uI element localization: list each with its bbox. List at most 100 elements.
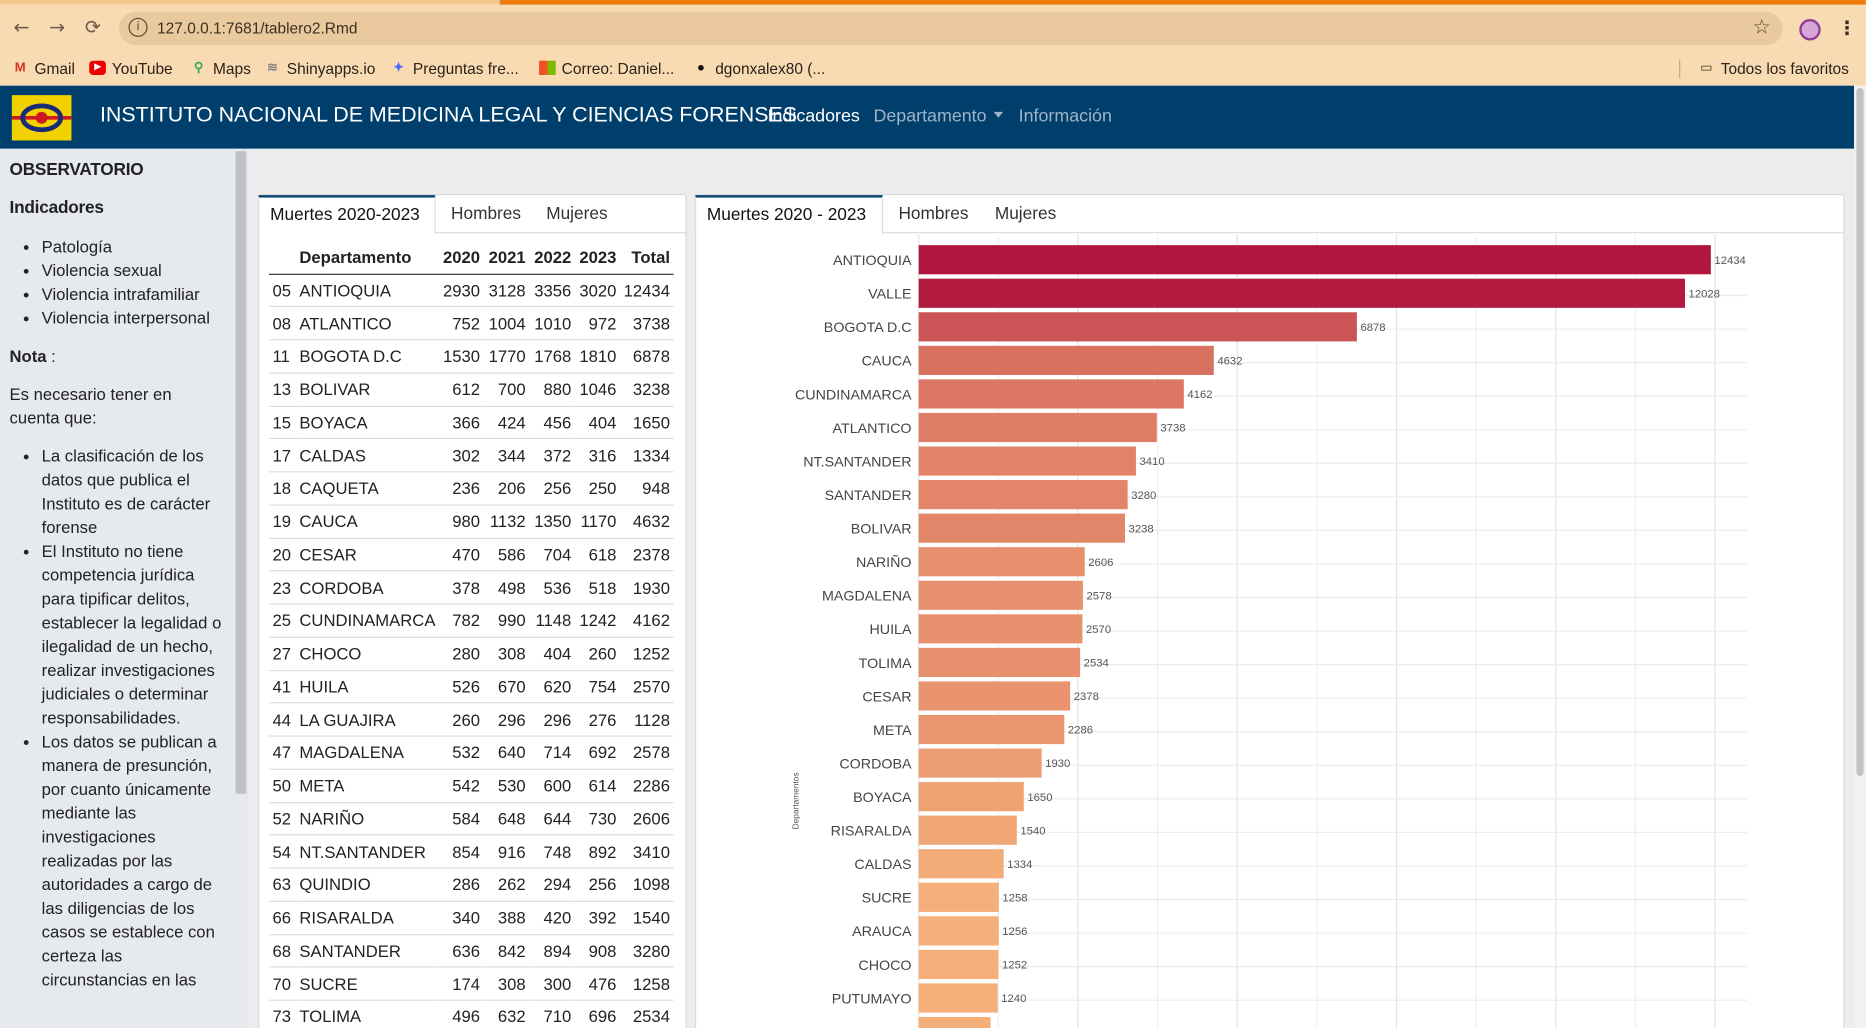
chart-data-label: 2578 <box>1086 590 1111 602</box>
cell-2020: 260 <box>439 702 484 737</box>
youtube-icon: ▶ <box>89 60 106 75</box>
chart-data-label: 1930 <box>1045 758 1070 770</box>
cell-2021: 700 <box>483 372 530 407</box>
chart-data-label: 2378 <box>1074 691 1099 703</box>
cell-departamento: SUCRE <box>295 967 440 1001</box>
col-header-2021: 2021 <box>483 240 530 275</box>
cell-2021: 640 <box>483 736 530 770</box>
tab-muertes-2020-2023[interactable]: Muertes 2020-2023 <box>258 195 436 235</box>
chart-category-label: HUILA <box>870 622 913 638</box>
note-list: La clasificación de los datos que public… <box>10 444 227 991</box>
cell-code: 27 <box>268 636 296 671</box>
tab-hombres-chart[interactable]: Hombres <box>898 204 969 224</box>
tab-hombres[interactable]: Hombres <box>451 204 522 224</box>
chart-bar <box>918 681 1071 711</box>
cell-departamento: SANTANDER <box>295 934 440 968</box>
table-row: 15 BOYACA 366 424 456 404 1650 <box>268 405 674 440</box>
chart-bar <box>918 983 998 1013</box>
page-scrollbar[interactable] <box>1854 85 1866 1028</box>
cell-2023: 730 <box>574 802 620 836</box>
cell-departamento: CESAR <box>295 537 440 572</box>
col-header-code <box>268 240 296 275</box>
tab-mujeres[interactable]: Mujeres <box>546 204 608 224</box>
cell-2023: 518 <box>574 570 620 605</box>
table-row: 41 HUILA 526 670 620 754 2570 <box>268 669 674 704</box>
cell-2021: 262 <box>483 868 530 902</box>
cell-total: 948 <box>619 471 674 506</box>
bookmark-youtube[interactable]: ▶ YouTube <box>89 57 173 78</box>
table-row: 70 SUCRE 174 308 300 476 1258 <box>268 967 674 1001</box>
chart-category-label: ATLANTICO <box>833 421 912 437</box>
nav-informacion[interactable]: Información <box>1018 105 1112 127</box>
cell-2023: 392 <box>574 901 620 935</box>
profile-avatar[interactable] <box>1799 19 1821 41</box>
chart-category-label: CUNDINAMARCA <box>795 387 912 403</box>
cell-2023: 3020 <box>574 273 620 308</box>
chart-tabs: Muertes 2020 - 2023 Hombres Mujeres <box>694 195 1844 235</box>
table-row: 73 TOLIMA 496 632 710 696 2534 <box>268 1000 674 1028</box>
cell-2022: 600 <box>529 769 575 803</box>
menu-icon[interactable]: ⋮ <box>1837 16 1857 40</box>
maps-pin-icon: ⚲ <box>193 60 204 75</box>
tab-muertes-2020-2023-chart[interactable]: Muertes 2020 - 2023 <box>694 195 883 235</box>
tab-mujeres-chart[interactable]: Mujeres <box>994 204 1057 224</box>
sidebar-scrollbar[interactable] <box>235 151 247 794</box>
cell-code: 63 <box>268 868 296 902</box>
cell-total: 1252 <box>619 636 674 671</box>
back-icon[interactable]: ← <box>13 15 30 39</box>
chart-category-label: CORDOBA <box>839 756 912 772</box>
chart-data-label: 12434 <box>1714 255 1745 267</box>
table-header-row: Departamento 2020 2021 2022 2023 Total <box>268 240 674 275</box>
bookmark-maps[interactable]: ⚲ Maps <box>190 57 251 78</box>
cell-2022: 256 <box>529 471 575 506</box>
table-row: 27 CHOCO 280 308 404 260 1252 <box>268 636 674 671</box>
chart-bar <box>918 245 1711 275</box>
address-bar[interactable]: i 127.0.0.1:7681/tablero2.Rmd ☆ <box>119 11 1783 46</box>
nav-indicadores[interactable]: Indicadores <box>767 105 860 127</box>
tab-strip <box>0 0 1866 5</box>
chart-category-label: RISARALDA <box>831 824 912 840</box>
cell-code: 11 <box>268 339 296 374</box>
cell-total: 2286 <box>619 769 674 803</box>
chart-category-label: MAGDALENA <box>822 589 912 605</box>
table-row: 13 BOLIVAR 612 700 880 1046 3238 <box>268 372 674 407</box>
cell-2022: 748 <box>529 835 575 869</box>
site-info-icon[interactable]: i <box>128 17 148 37</box>
bookmark-preguntas[interactable]: ✦ Preguntas fre... <box>390 57 519 78</box>
github-icon: ● <box>696 60 705 75</box>
chart-data-label: 1258 <box>1002 892 1027 904</box>
cell-code: 05 <box>268 273 296 308</box>
chart-data-label: 4632 <box>1217 356 1242 368</box>
table-row: 52 NARIÑO 584 648 644 730 2606 <box>268 802 674 836</box>
chart-data-label: 3238 <box>1129 523 1154 535</box>
bookmark-shinyapps[interactable]: ≋ Shinyapps.io <box>264 57 375 78</box>
cell-2023: 614 <box>574 769 620 803</box>
chart-bar <box>918 916 999 946</box>
cell-2022: 894 <box>529 934 575 968</box>
bookmark-github[interactable]: ● dgonxalex80 (... <box>693 57 825 78</box>
cell-2022: 456 <box>529 405 575 440</box>
cell-code: 20 <box>268 537 296 572</box>
reload-icon[interactable]: ⟳ <box>84 15 101 39</box>
bookmark-correo[interactable]: Correo: Daniel... <box>539 57 674 78</box>
cell-departamento: BOLIVAR <box>295 372 440 407</box>
cell-code: 44 <box>268 702 296 737</box>
bookmark-gmail[interactable]: M Gmail <box>12 57 75 78</box>
cell-2020: 782 <box>439 603 484 638</box>
cell-2022: 294 <box>529 868 575 902</box>
sidebar: OBSERVATORIO Indicadores Patología Viole… <box>0 148 249 1028</box>
forward-icon[interactable]: → <box>49 15 66 39</box>
chart-data-label: 1256 <box>1002 926 1027 938</box>
sidebar-heading: OBSERVATORIO <box>9 160 144 180</box>
cell-code: 08 <box>268 306 296 341</box>
nav-departamento[interactable]: Departamento <box>873 106 1004 126</box>
bookmark-star-icon[interactable]: ☆ <box>1752 15 1771 40</box>
page-scrollbar-thumb[interactable] <box>1856 88 1864 776</box>
cell-departamento: TOLIMA <box>295 1000 440 1028</box>
app-title[interactable]: INSTITUTO NACIONAL DE MEDICINA LEGAL Y C… <box>99 102 798 127</box>
chart-data-label: 3410 <box>1140 456 1165 468</box>
all-bookmarks[interactable]: ▭ Todos los favoritos <box>1698 57 1849 78</box>
note-heading: Nota : <box>10 344 227 368</box>
cell-2021: 308 <box>483 967 530 1001</box>
cell-2020: 280 <box>439 636 484 671</box>
